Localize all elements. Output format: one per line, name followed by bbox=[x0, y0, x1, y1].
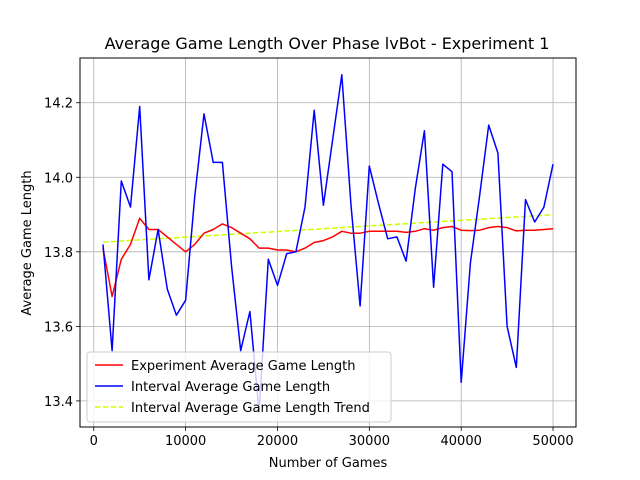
y-tick-label: 13.8 bbox=[44, 246, 73, 261]
x-tick-label: 0 bbox=[90, 434, 98, 449]
x-tick-label: 40000 bbox=[441, 434, 482, 449]
x-tick-label: 50000 bbox=[532, 434, 573, 449]
legend-label-experiment: Experiment Average Game Length bbox=[131, 359, 355, 374]
x-axis-label: Number of Games bbox=[269, 456, 388, 471]
y-tick-label: 13.4 bbox=[44, 395, 73, 410]
series-line-experiment bbox=[102, 217, 554, 298]
legend-label-trend: Interval Average Game Length Trend bbox=[131, 401, 370, 416]
series-line-trend bbox=[102, 213, 554, 243]
y-axis-label: Average Game Length bbox=[20, 170, 35, 315]
series-line-interval bbox=[102, 74, 554, 413]
chart-title: Average Game Length Over Phase lvBot - E… bbox=[105, 34, 550, 53]
plot-area bbox=[79, 57, 577, 428]
x-tick-label: 30000 bbox=[349, 434, 390, 449]
axis-ticks: 0 10000 20000 30000 40000 50000 13.4 13.6 13.8 14… bbox=[44, 97, 574, 449]
y-tick-label: 14.2 bbox=[44, 97, 73, 112]
x-tick-label: 10000 bbox=[165, 434, 206, 449]
y-tick-label: 14.0 bbox=[44, 171, 73, 186]
y-tick-label: 13.6 bbox=[44, 320, 73, 335]
legend: Experiment Average Game Length Interval … bbox=[86, 351, 392, 423]
x-tick-label: 20000 bbox=[257, 434, 298, 449]
legend-label-interval: Interval Average Game Length bbox=[131, 380, 330, 395]
legend-box bbox=[86, 351, 392, 423]
series-layer bbox=[102, 74, 554, 413]
